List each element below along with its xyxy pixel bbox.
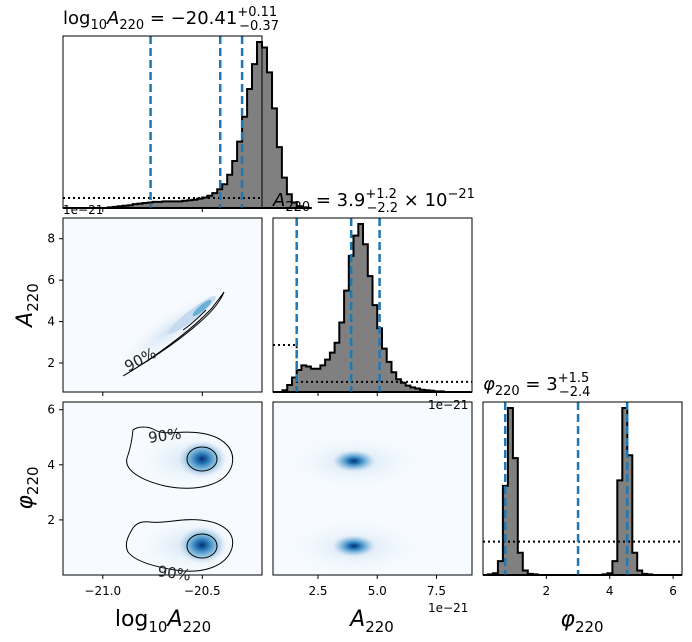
x-tick-label-A-1: 5.0 [368, 584, 387, 598]
contour-90-lower [125, 519, 234, 572]
y-axis-label-A: A220 [13, 283, 42, 329]
panel-title-log10A: log10A220 = −20.41+0.11 −0.37 [63, 5, 279, 34]
panel-title-A: A220 = 3.9+1.2 −2.2 × 10−21 [272, 187, 475, 216]
axes-frame-diag-log10A [62, 35, 263, 209]
x-axis-label-A: A220 [348, 607, 394, 636]
histogram-bars-log10A [63, 41, 312, 209]
y-tick-label-phi-2: 6 [47, 403, 55, 417]
x-tick-label-phi-2: 6 [669, 584, 677, 598]
y-tick-label-A-0: 2 [47, 356, 55, 370]
contour-label-lower: 90% [156, 562, 192, 584]
axes-frame-diag-phi [482, 401, 683, 576]
x-tick-label-A-2: 7.5 [427, 584, 446, 598]
prior-line-A [273, 343, 472, 383]
x-tick-label-log10A-0: −21.0 [84, 584, 121, 598]
density-A-vs-phi [273, 402, 472, 575]
panel-title-phi: φ220 = 3+1.5 −2.4 [483, 371, 590, 400]
contour-90-upper [126, 426, 234, 489]
density-log10A-vs-A [63, 218, 262, 392]
offset-text-bottom: 1e−21 [428, 601, 468, 615]
axes-frame-diag-A [272, 217, 473, 393]
chart-layer: log10A220 = −20.41+0.11 −0.37 A220 = 3.9+1… [13, 5, 683, 636]
x-tick-label-log10A-1: −20.5 [184, 584, 221, 598]
histogram-A: A220 = 3.9+1.2 −2.2 × 10−21 [272, 187, 475, 393]
histogram-phi: φ220 = 3+1.5 −2.4 [482, 371, 683, 576]
x-axis-label-phi: φ220 [560, 607, 603, 636]
y-axis-label-phi: φ220 [13, 466, 42, 509]
contour-label-upper: 90% [147, 424, 183, 446]
y-tick-label-A-1: 4 [47, 315, 55, 329]
y-tick-label-A-3: 8 [47, 232, 55, 246]
y-tick-label-phi-0: 2 [47, 513, 55, 527]
x-tick-label-phi-0: 2 [543, 584, 551, 598]
offset-text-mid: 1e−21 [428, 398, 468, 412]
axes-frame-log10A-vs-phi [62, 401, 263, 576]
density-log10A-vs-phi [63, 402, 262, 575]
y-tick-label-phi-1: 4 [47, 458, 55, 472]
histogram-bars-phi [483, 407, 682, 576]
contour-90-ridge [122, 291, 225, 377]
x-tick-label-A-0: 2.5 [308, 584, 327, 598]
x-tick-label-phi-1: 4 [606, 584, 614, 598]
y-tick-label-A-2: 6 [47, 273, 55, 287]
offset-text-top: 1e−21 [63, 203, 103, 217]
x-axis-label-log10A: log10A220 [115, 607, 211, 636]
histogram-bars-A [273, 223, 472, 393]
axes-frame-A-vs-phi [272, 401, 473, 576]
histogram-log10A: log10A220 = −20.41+0.11 −0.37 [62, 5, 312, 209]
axes-frame-log10A-vs-A [62, 217, 263, 393]
